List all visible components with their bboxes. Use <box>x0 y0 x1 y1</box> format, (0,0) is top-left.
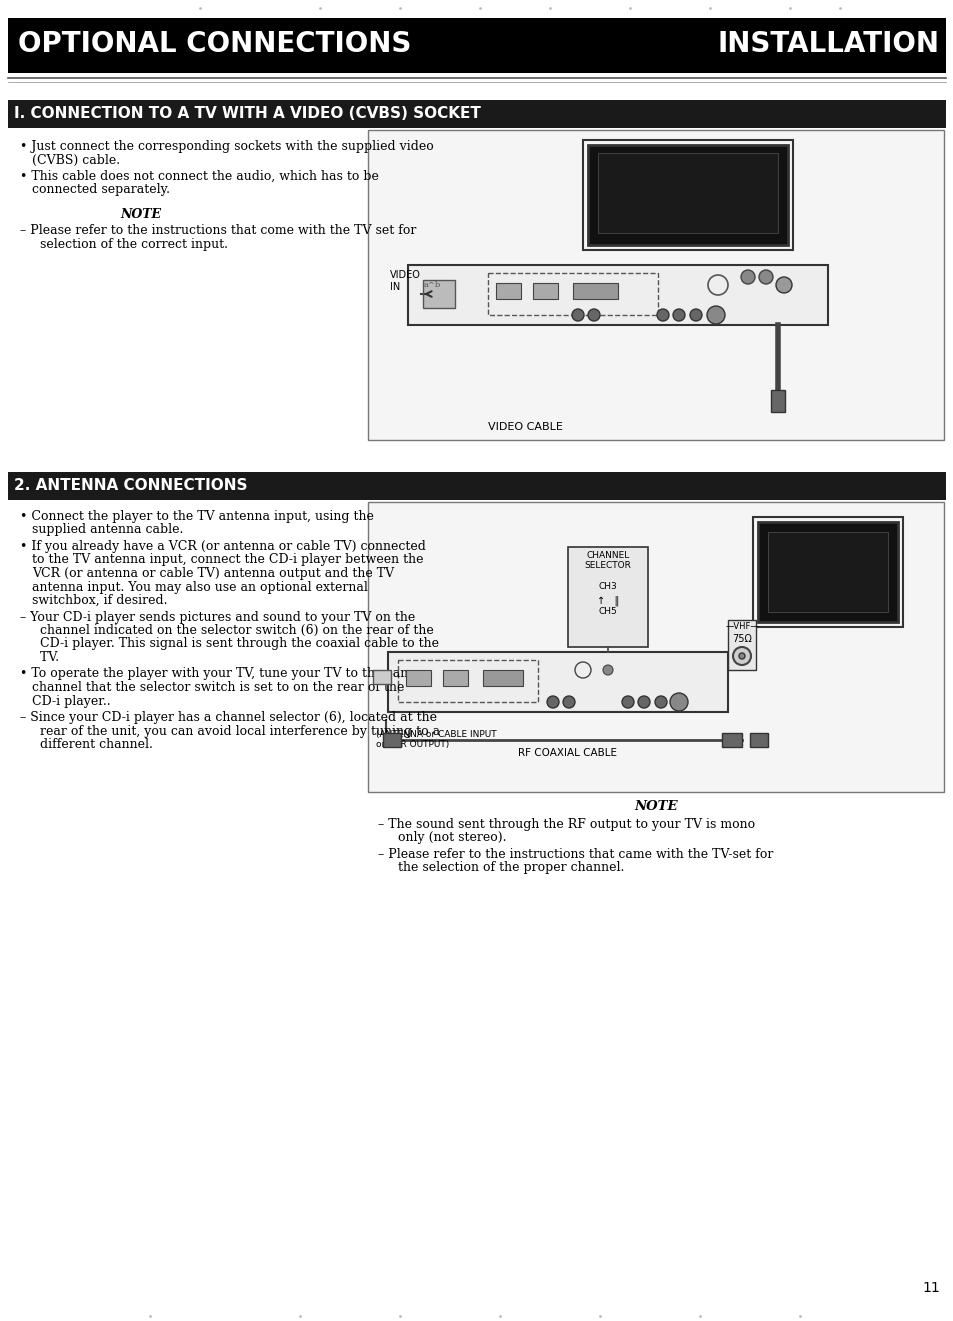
Circle shape <box>759 269 772 284</box>
Bar <box>388 653 727 712</box>
Text: to the TV antenna input, connect the CD-i player between the: to the TV antenna input, connect the CD-… <box>32 553 423 567</box>
Circle shape <box>638 696 649 708</box>
Bar <box>749 733 767 746</box>
Text: 2. ANTENNA CONNECTIONS: 2. ANTENNA CONNECTIONS <box>14 478 247 494</box>
Text: – Please refer to the instructions that come with the TV set for: – Please refer to the instructions that … <box>20 225 416 238</box>
Text: – Your CD-i player sends pictures and sound to your TV on the: – Your CD-i player sends pictures and so… <box>20 610 415 624</box>
Bar <box>408 266 827 325</box>
Bar <box>533 283 558 299</box>
Text: INSTALLATION: INSTALLATION <box>718 30 939 58</box>
Bar <box>442 670 468 686</box>
Text: CH5: CH5 <box>598 608 617 616</box>
Bar <box>721 733 741 746</box>
Bar <box>368 502 943 793</box>
Text: VIDEO CABLE: VIDEO CABLE <box>488 421 562 432</box>
Circle shape <box>669 694 687 711</box>
Text: supplied antenna cable.: supplied antenna cable. <box>32 523 183 536</box>
Text: RF COAXIAL CABLE: RF COAXIAL CABLE <box>518 748 617 758</box>
Bar <box>482 670 522 686</box>
Text: CH3: CH3 <box>598 583 617 590</box>
Text: channel indicated on the selector switch (6) on the rear of the: channel indicated on the selector switch… <box>32 624 434 637</box>
Circle shape <box>672 309 684 321</box>
Circle shape <box>706 306 724 324</box>
Bar <box>752 517 902 627</box>
Bar <box>406 670 431 686</box>
Circle shape <box>740 269 754 284</box>
Text: antenna input. You may also use an optional external: antenna input. You may also use an optio… <box>32 580 368 593</box>
Circle shape <box>546 696 558 708</box>
Text: CD-i player. This signal is sent through the coaxial cable to the: CD-i player. This signal is sent through… <box>32 638 438 650</box>
Bar <box>770 390 784 412</box>
Bar <box>368 129 943 440</box>
Text: • This cable does not connect the audio, which has to be: • This cable does not connect the audio,… <box>20 170 378 184</box>
Text: VIDEO
IN: VIDEO IN <box>390 269 420 292</box>
Text: connected separately.: connected separately. <box>32 184 170 197</box>
Text: – Since your CD-i player has a channel selector (6), located at the: – Since your CD-i player has a channel s… <box>20 711 436 724</box>
Text: CHANNEL
SELECTOR: CHANNEL SELECTOR <box>584 551 631 571</box>
Bar <box>8 100 945 128</box>
Bar <box>8 18 945 73</box>
Text: TV.: TV. <box>32 651 59 664</box>
Bar <box>727 620 755 670</box>
Circle shape <box>775 277 791 293</box>
Bar <box>567 547 647 647</box>
Bar <box>587 145 787 244</box>
Circle shape <box>739 653 744 659</box>
Bar <box>382 733 400 746</box>
Text: ↑   ‖: ↑ ‖ <box>597 594 618 605</box>
Text: – Please refer to the instructions that came with the TV-set for: – Please refer to the instructions that … <box>377 848 773 861</box>
Bar <box>422 280 455 308</box>
Text: (CVBS) cable.: (CVBS) cable. <box>32 153 120 166</box>
Text: switchbox, if desired.: switchbox, if desired. <box>32 594 168 608</box>
Circle shape <box>732 647 750 664</box>
Text: rear of the unit, you can avoid local interference by tuning to a: rear of the unit, you can avoid local in… <box>32 724 439 737</box>
Text: the selection of the proper channel.: the selection of the proper channel. <box>390 861 623 875</box>
Circle shape <box>572 309 583 321</box>
Bar <box>758 522 897 622</box>
Text: selection of the correct input.: selection of the correct input. <box>32 238 228 251</box>
Text: • If you already have a VCR (or antenna or cable TV) connected: • If you already have a VCR (or antenna … <box>20 540 425 553</box>
Bar <box>397 660 537 701</box>
Text: channel that the selector switch is set to on the rear of the: channel that the selector switch is set … <box>32 682 404 694</box>
Circle shape <box>689 309 701 321</box>
Bar <box>582 140 792 250</box>
Circle shape <box>587 309 599 321</box>
Circle shape <box>621 696 634 708</box>
Text: NOTE: NOTE <box>120 207 161 221</box>
Circle shape <box>562 696 575 708</box>
Text: (ANTENNA or CABLE INPUT
or VCR OUTPUT): (ANTENNA or CABLE INPUT or VCR OUTPUT) <box>375 731 497 749</box>
Text: – The sound sent through the RF output to your TV is mono: – The sound sent through the RF output t… <box>377 818 755 831</box>
Text: 75Ω: 75Ω <box>731 634 751 645</box>
Circle shape <box>657 309 668 321</box>
Text: VCR (or antenna or cable TV) antenna output and the TV: VCR (or antenna or cable TV) antenna out… <box>32 567 394 580</box>
Text: • To operate the player with your TV, tune your TV to the same: • To operate the player with your TV, tu… <box>20 667 419 680</box>
Text: CD-i player..: CD-i player.. <box>32 695 111 708</box>
Bar <box>598 153 778 232</box>
Bar <box>8 472 945 501</box>
Circle shape <box>602 664 613 675</box>
Text: a^b: a^b <box>423 281 441 289</box>
Bar <box>496 283 520 299</box>
Text: 11: 11 <box>922 1281 939 1295</box>
Bar <box>573 283 618 299</box>
Bar <box>373 670 391 684</box>
Text: different channel.: different channel. <box>32 738 152 752</box>
Text: OPTIONAL CONNECTIONS: OPTIONAL CONNECTIONS <box>18 30 411 58</box>
Text: • Connect the player to the TV antenna input, using the: • Connect the player to the TV antenna i… <box>20 510 374 523</box>
Text: only (not stereo).: only (not stereo). <box>390 831 506 844</box>
Text: I. CONNECTION TO A TV WITH A VIDEO (CVBS) SOCKET: I. CONNECTION TO A TV WITH A VIDEO (CVBS… <box>14 107 480 122</box>
Bar <box>767 532 887 612</box>
Text: • Just connect the corresponding sockets with the supplied video: • Just connect the corresponding sockets… <box>20 140 434 153</box>
Text: NOTE: NOTE <box>634 801 677 812</box>
Circle shape <box>655 696 666 708</box>
Text: —VHF—: —VHF— <box>724 622 758 631</box>
Bar <box>488 273 658 314</box>
